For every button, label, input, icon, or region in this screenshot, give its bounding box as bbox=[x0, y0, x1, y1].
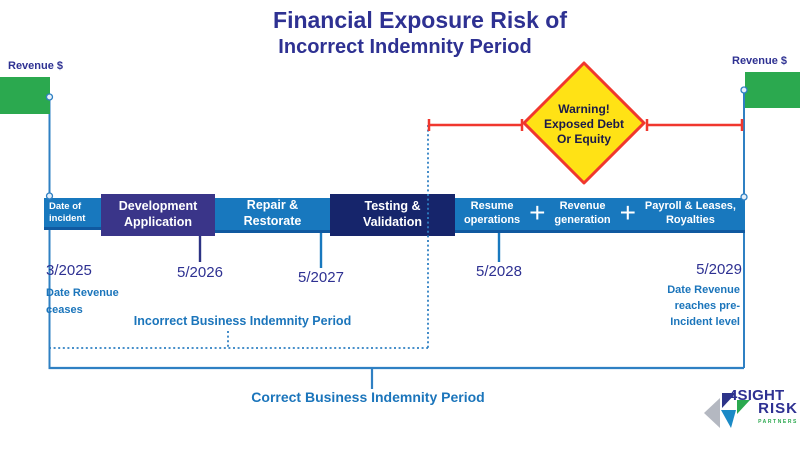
revenue-left-block bbox=[0, 77, 50, 114]
note-line: Incident level bbox=[670, 316, 740, 328]
segment-label: Repair & bbox=[246, 198, 299, 213]
revenue-right-block bbox=[745, 72, 800, 108]
note-line: Date Revenue bbox=[667, 284, 740, 296]
note-line: Date Revenue bbox=[46, 287, 119, 299]
warning-diamond-text: Warning! Exposed Debt Or Equity bbox=[524, 102, 644, 147]
logo-triangle-teal-icon bbox=[721, 410, 736, 428]
page-title-line1: Financial Exposure Risk of bbox=[273, 7, 567, 33]
note-line: ceases bbox=[46, 304, 83, 316]
segment-label: generation bbox=[554, 214, 611, 226]
segment-label: Development bbox=[118, 199, 198, 214]
segment-label: Payroll & Leases, bbox=[644, 200, 736, 213]
warning-diamond-icon bbox=[522, 61, 646, 185]
correct-period-label: Correct Business Indemnity Period bbox=[251, 389, 485, 405]
plus-icon: + bbox=[529, 197, 546, 228]
segment-label: Royalties bbox=[665, 214, 715, 226]
segment-label: Resume bbox=[470, 200, 514, 213]
segment-label: Date of bbox=[49, 200, 82, 212]
note-line: reaches pre- bbox=[674, 300, 740, 312]
page-title-line2: Incorrect Indemnity Period bbox=[278, 36, 532, 58]
segment-label: operations bbox=[463, 214, 521, 226]
segment-testing-validation: Testing & Validation bbox=[330, 194, 455, 236]
connector-dot-icon bbox=[45, 93, 54, 101]
logo-tagline: PARTNERS bbox=[758, 419, 798, 425]
warning-line: Warning! bbox=[558, 102, 610, 116]
date-repair-end: 5/2027 bbox=[298, 269, 344, 286]
logo-name: 4SIGHT bbox=[729, 387, 785, 404]
segment-label: incident bbox=[49, 212, 86, 224]
connector-dot-icon bbox=[740, 193, 748, 201]
segment-repair-restorate: Repair & Restorate bbox=[215, 198, 330, 233]
date-resume-ops: 5/2028 bbox=[476, 263, 522, 280]
date-full-recovery: 5/2029 bbox=[696, 261, 742, 278]
logo-triangle-silver-icon bbox=[704, 398, 720, 428]
date-incident: 3/2025 bbox=[46, 262, 92, 279]
plus-icon: + bbox=[619, 197, 636, 228]
segment-label: Revenue bbox=[559, 200, 606, 213]
date-development-end: 5/2026 bbox=[177, 264, 223, 281]
segment-development-application: Development Application bbox=[101, 194, 215, 236]
segment-recovery-group: Resume operations + Revenue generation +… bbox=[455, 198, 745, 233]
segment-label: Restorate bbox=[243, 214, 302, 228]
segment-label: Testing & bbox=[364, 199, 421, 214]
segment-label: Application bbox=[123, 215, 193, 229]
segment-payroll-leases: Payroll & Leases, Royalties bbox=[645, 200, 736, 228]
warning-line: Exposed Debt bbox=[543, 117, 624, 131]
segment-resume-operations: Resume operations bbox=[464, 200, 520, 228]
note-revenue-reaches: Date Revenue reaches pre- Incident level bbox=[638, 282, 740, 330]
segment-revenue-generation: Revenue generation bbox=[554, 200, 610, 228]
revenue-right-label: Revenue $ bbox=[732, 55, 788, 67]
company-logo: 4SIGHT RISK PARTNERS bbox=[729, 387, 798, 429]
logo-triangle-navy-icon bbox=[722, 393, 736, 408]
logo-name2: RISK bbox=[758, 400, 798, 417]
note-revenue-ceases: Date Revenue ceases bbox=[46, 285, 119, 319]
logo-triangle-green-icon bbox=[737, 400, 750, 414]
incorrect-period-label: Incorrect Business Indemnity Period bbox=[133, 314, 352, 328]
warning-line: Or Equity bbox=[556, 132, 611, 146]
segment-date-of-incident: Date of incident bbox=[44, 198, 101, 230]
connector-dot-icon bbox=[740, 86, 748, 94]
revenue-left-label: Revenue $ bbox=[8, 60, 64, 72]
segment-label: Validation bbox=[362, 215, 423, 229]
connector-dot-icon bbox=[45, 192, 54, 200]
